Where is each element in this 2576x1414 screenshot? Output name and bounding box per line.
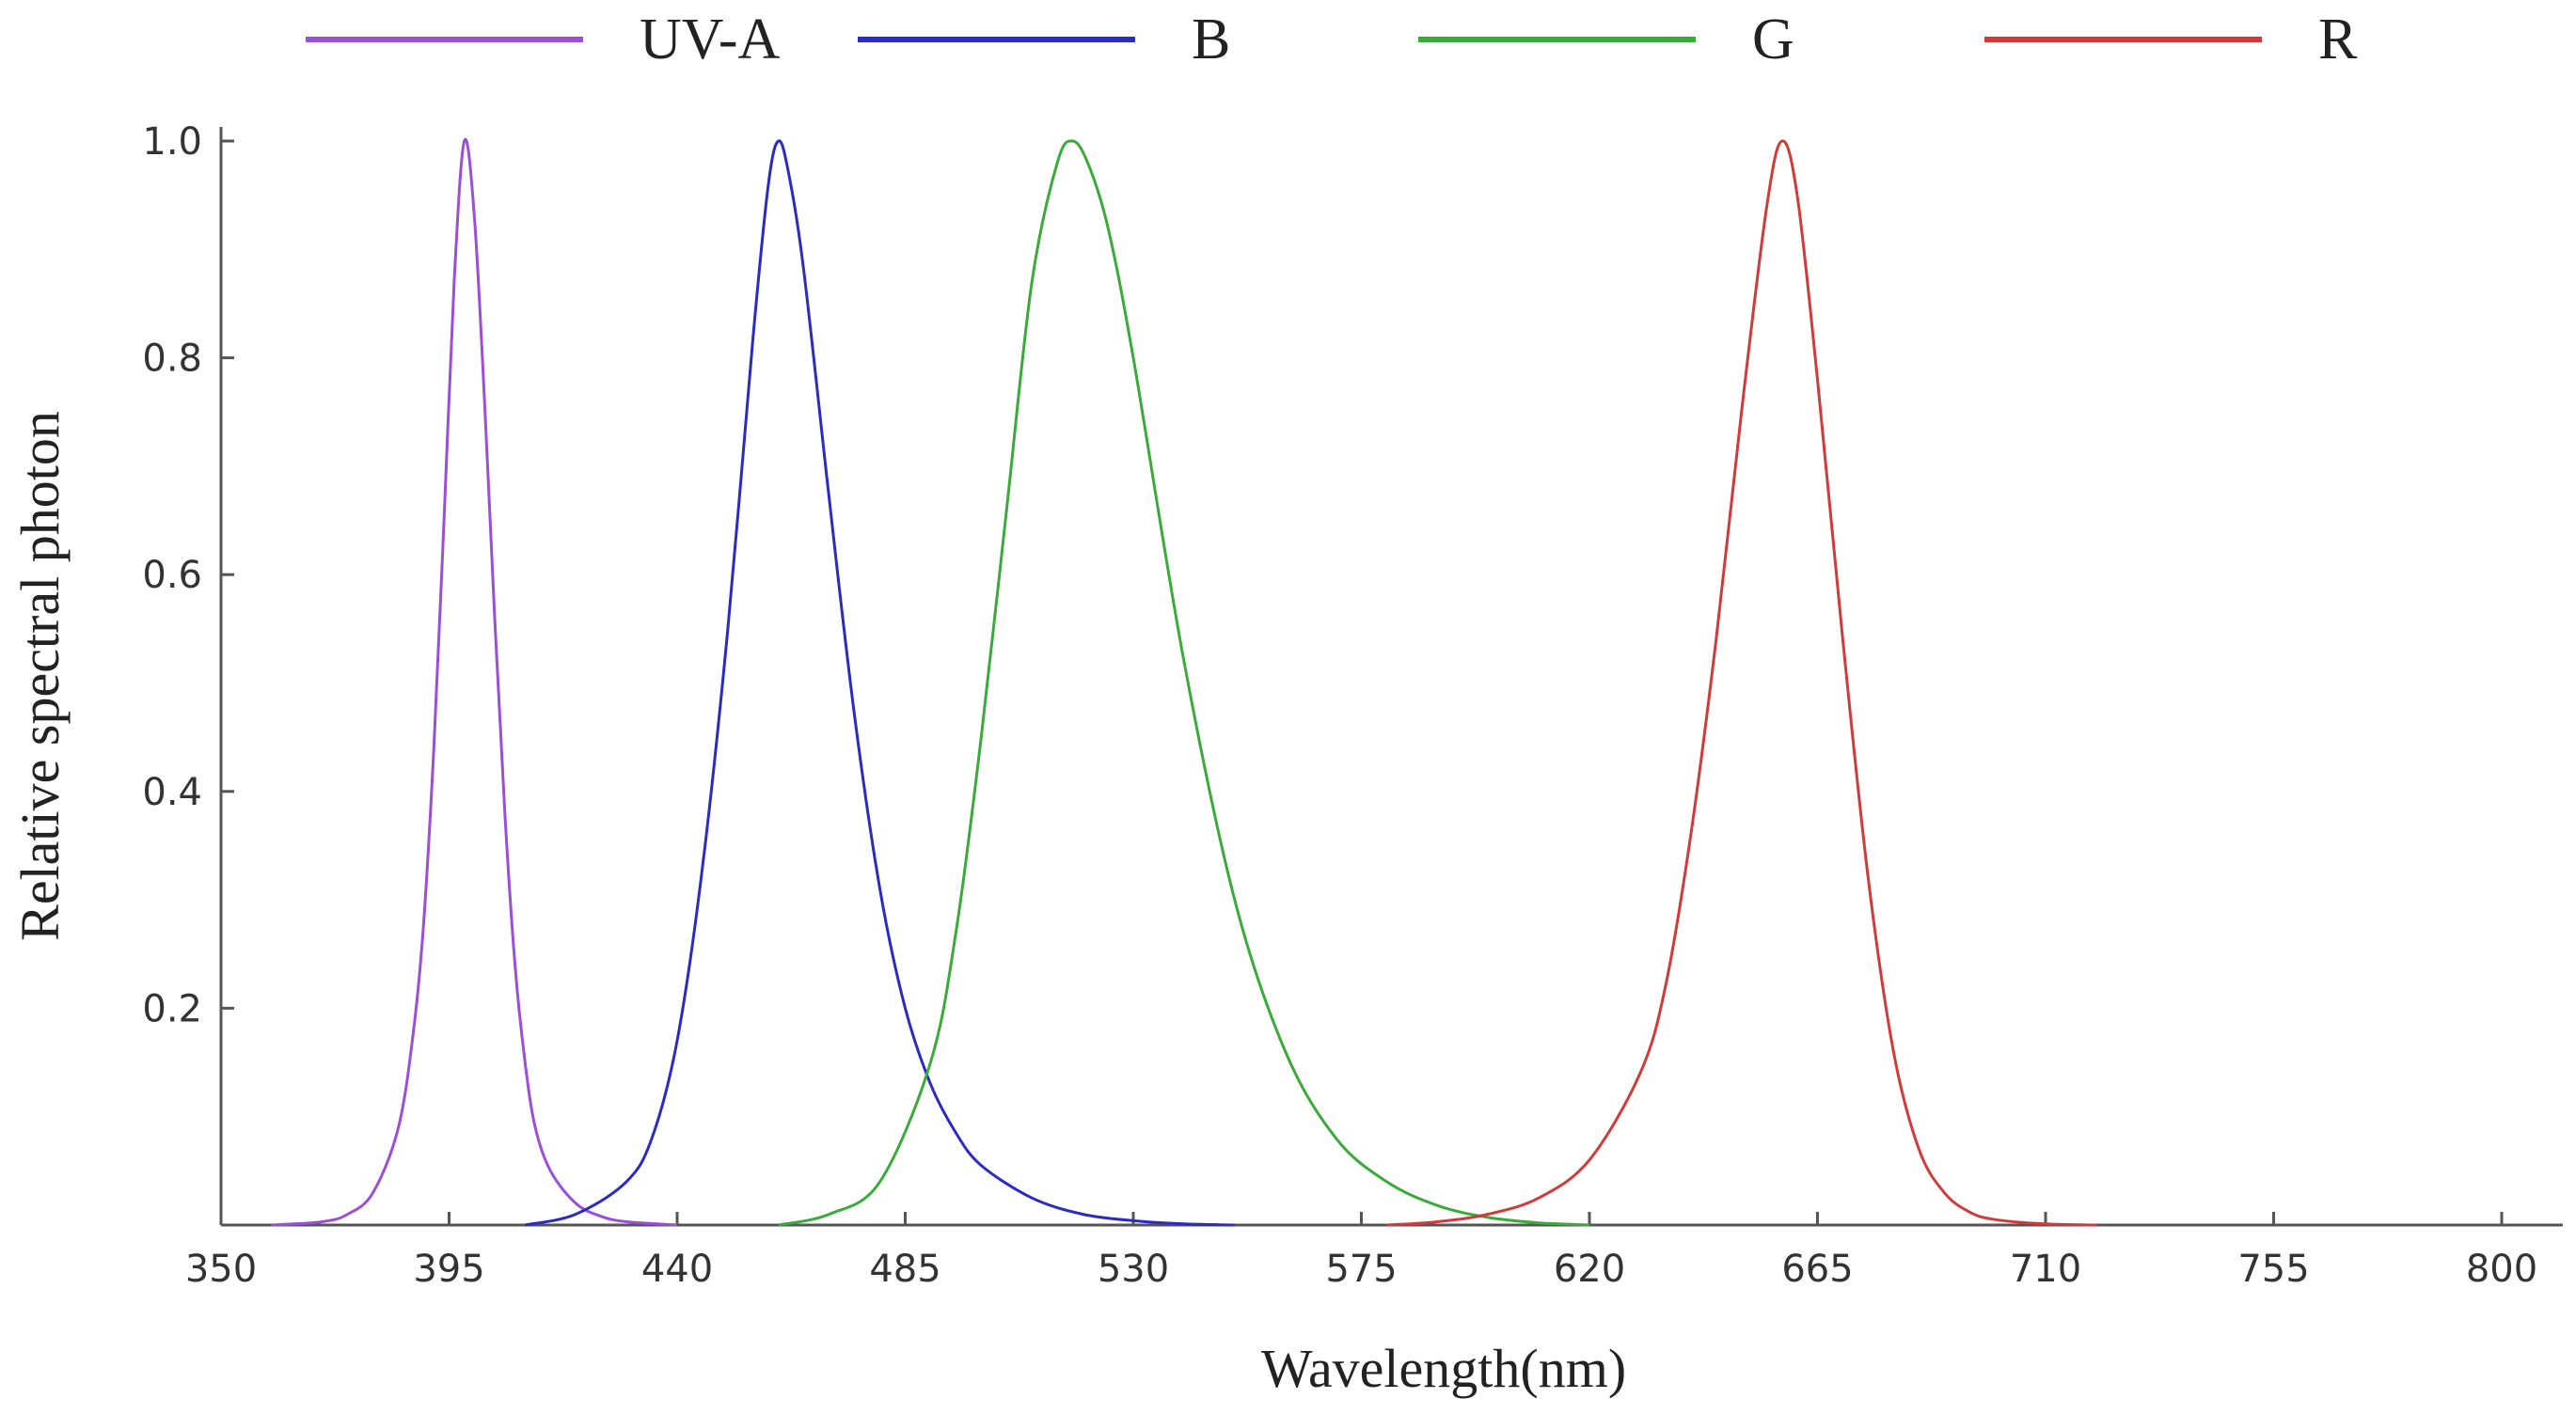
y-ticks: 0.2 0.4 0.6 0.8 1.0: [142, 120, 234, 1030]
plot-area: 350 395 440 485 530 575 620 665 710 755 800 0.2 0.4…: [142, 120, 2563, 1291]
x-tick-label: 620: [1554, 1248, 1625, 1291]
y-tick-label: 0.4: [142, 771, 202, 814]
y-tick-label: 0.2: [142, 987, 202, 1030]
x-tick-label: 665: [1781, 1248, 1853, 1291]
legend-label-g: G: [1752, 8, 1794, 71]
legend-label-b: B: [1192, 8, 1230, 71]
series-line-r: [1386, 139, 2096, 1227]
x-ticks: 350 395 440 485 530 575 620 665 710 755 800: [185, 1212, 2537, 1291]
x-tick-label: 530: [1098, 1248, 1169, 1291]
y-tick-label: 0.6: [142, 554, 202, 597]
x-tick-label: 485: [869, 1248, 940, 1291]
x-tick-label: 440: [641, 1248, 713, 1291]
series-line-b: [524, 139, 1235, 1227]
y-tick-label: 1.0: [142, 120, 202, 164]
x-tick-label: 800: [2466, 1248, 2537, 1291]
legend-label-r: R: [2318, 8, 2358, 71]
x-tick-label: 350: [185, 1248, 257, 1291]
x-tick-label: 755: [2237, 1248, 2309, 1291]
series-line-g: [778, 139, 1590, 1227]
x-tick-label: 395: [413, 1248, 484, 1291]
series-lines: [271, 137, 2096, 1227]
series-line-uv-a: [271, 137, 678, 1227]
x-tick-label: 710: [2010, 1248, 2081, 1291]
x-tick-label: 575: [1325, 1248, 1397, 1291]
legend-label-uv-a: UV-A: [640, 8, 781, 71]
y-axis-title: Relative spectral photon: [9, 411, 71, 941]
y-tick-label: 0.8: [142, 338, 202, 381]
x-axis-title: Wavelength(nm): [1261, 1338, 1626, 1399]
legend: UV-A B G R: [306, 8, 2358, 71]
